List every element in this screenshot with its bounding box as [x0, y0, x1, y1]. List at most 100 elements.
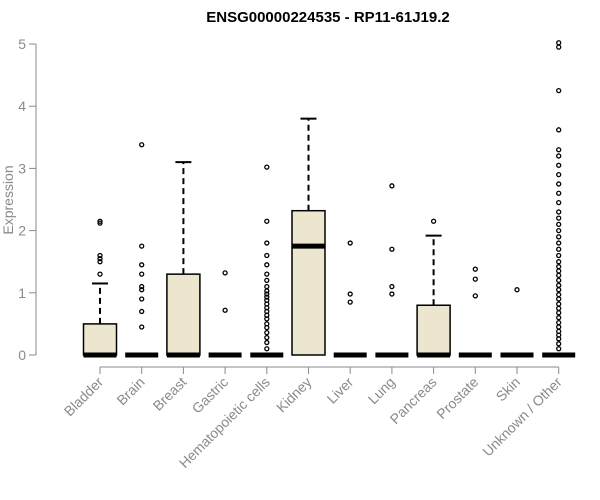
- outlier-point: [556, 282, 562, 288]
- outlier-point: [97, 271, 103, 277]
- outlier-point: [556, 305, 562, 312]
- box-group: [166, 161, 201, 358]
- outlier-point: [556, 44, 562, 50]
- x-tick-label: Brain: [113, 374, 147, 408]
- x-tick-label: Prostate: [433, 374, 481, 422]
- outlier-point: [264, 288, 270, 294]
- outlier-point: [264, 346, 270, 352]
- outlier-point: [556, 227, 562, 234]
- y-tick-label: 3: [18, 160, 26, 176]
- outlier-point: [139, 262, 145, 268]
- x-tick-label: Kidney: [273, 374, 315, 416]
- outlier-point: [264, 240, 270, 246]
- outlier-point: [139, 243, 145, 249]
- x-tick-label: Unknown / Other: [479, 374, 565, 460]
- outlier-point: [556, 240, 562, 246]
- outlier-point: [264, 283, 270, 290]
- outlier-point: [556, 272, 562, 279]
- outlier-point: [139, 287, 145, 293]
- outlier-point: [97, 218, 103, 224]
- y-tick-label: 2: [18, 223, 26, 239]
- outlier-point: [556, 277, 562, 284]
- outlier-point: [264, 218, 270, 224]
- outlier-point: [556, 324, 562, 330]
- box-body: [291, 209, 326, 356]
- x-tick-label: Skin: [493, 374, 524, 405]
- outlier-point: [556, 162, 562, 168]
- x-tick-label: Liver: [324, 374, 357, 407]
- outlier-point: [556, 315, 562, 321]
- outlier-point: [472, 266, 478, 272]
- outlier-point: [556, 199, 562, 206]
- outlier-point: [556, 147, 562, 153]
- outlier-point: [264, 329, 270, 336]
- y-tick-label: 0: [18, 347, 26, 363]
- outlier-point: [222, 307, 228, 313]
- outlier-point: [472, 293, 478, 299]
- box-group: [375, 183, 409, 358]
- outlier-point: [264, 334, 270, 341]
- box-body: [416, 304, 451, 356]
- box-group: [333, 240, 367, 358]
- outlier-point: [264, 252, 270, 259]
- y-axis: 0 1 2 3 4 5: [18, 36, 37, 363]
- outlier-point: [97, 255, 103, 262]
- box-group: [125, 142, 159, 358]
- box-group: [458, 266, 492, 358]
- outlier-point: [264, 262, 270, 268]
- outlier-point: [139, 283, 145, 290]
- box-group: [82, 218, 118, 358]
- box-group: [291, 117, 326, 356]
- outlier-point: [556, 215, 562, 221]
- outlier-point: [389, 283, 395, 290]
- box-group: [500, 287, 534, 358]
- outlier-point: [264, 277, 270, 284]
- outlier-point: [139, 142, 145, 148]
- outlier-point: [347, 299, 353, 305]
- outlier-point: [389, 246, 395, 252]
- outlier-point: [264, 294, 270, 300]
- outlier-point: [556, 310, 562, 316]
- outlier-point: [556, 171, 562, 178]
- outlier-point: [556, 88, 562, 94]
- outlier-point: [472, 276, 478, 282]
- box-group: [250, 164, 284, 358]
- x-tick-label: Bladder: [61, 374, 107, 420]
- outlier-point: [347, 240, 353, 246]
- outlier-point: [556, 181, 562, 187]
- outlier-point: [556, 221, 562, 228]
- outlier-point: [556, 346, 562, 352]
- outlier-point: [97, 220, 103, 226]
- outlier-point: [556, 209, 562, 215]
- box-group: [208, 270, 242, 358]
- plot-area: [82, 40, 576, 358]
- outlier-point: [264, 271, 270, 277]
- outlier-point: [139, 324, 145, 330]
- outlier-point: [556, 287, 562, 293]
- y-tick-label: 4: [18, 98, 26, 114]
- outlier-point: [97, 259, 103, 265]
- outlier-point: [556, 328, 562, 335]
- outlier-point: [139, 271, 145, 277]
- outlier-point: [264, 164, 270, 170]
- outlier-point: [556, 259, 562, 265]
- outlier-point: [556, 301, 562, 307]
- chart-title: ENSG00000224535 - RP11-61J19.2: [206, 9, 450, 26]
- y-tick-label: 5: [18, 36, 26, 52]
- box-group: [416, 218, 451, 358]
- outlier-point: [556, 264, 562, 270]
- outlier-point: [556, 268, 562, 274]
- box-group: [542, 40, 576, 358]
- outlier-point: [264, 339, 270, 346]
- box-body: [166, 273, 201, 356]
- outlier-point: [264, 321, 270, 327]
- outlier-point: [264, 297, 270, 303]
- y-axis-label: Expression: [0, 165, 16, 234]
- outlier-point: [556, 234, 562, 240]
- outlier-point: [514, 287, 520, 293]
- outlier-point: [556, 153, 562, 159]
- outlier-point: [139, 296, 145, 302]
